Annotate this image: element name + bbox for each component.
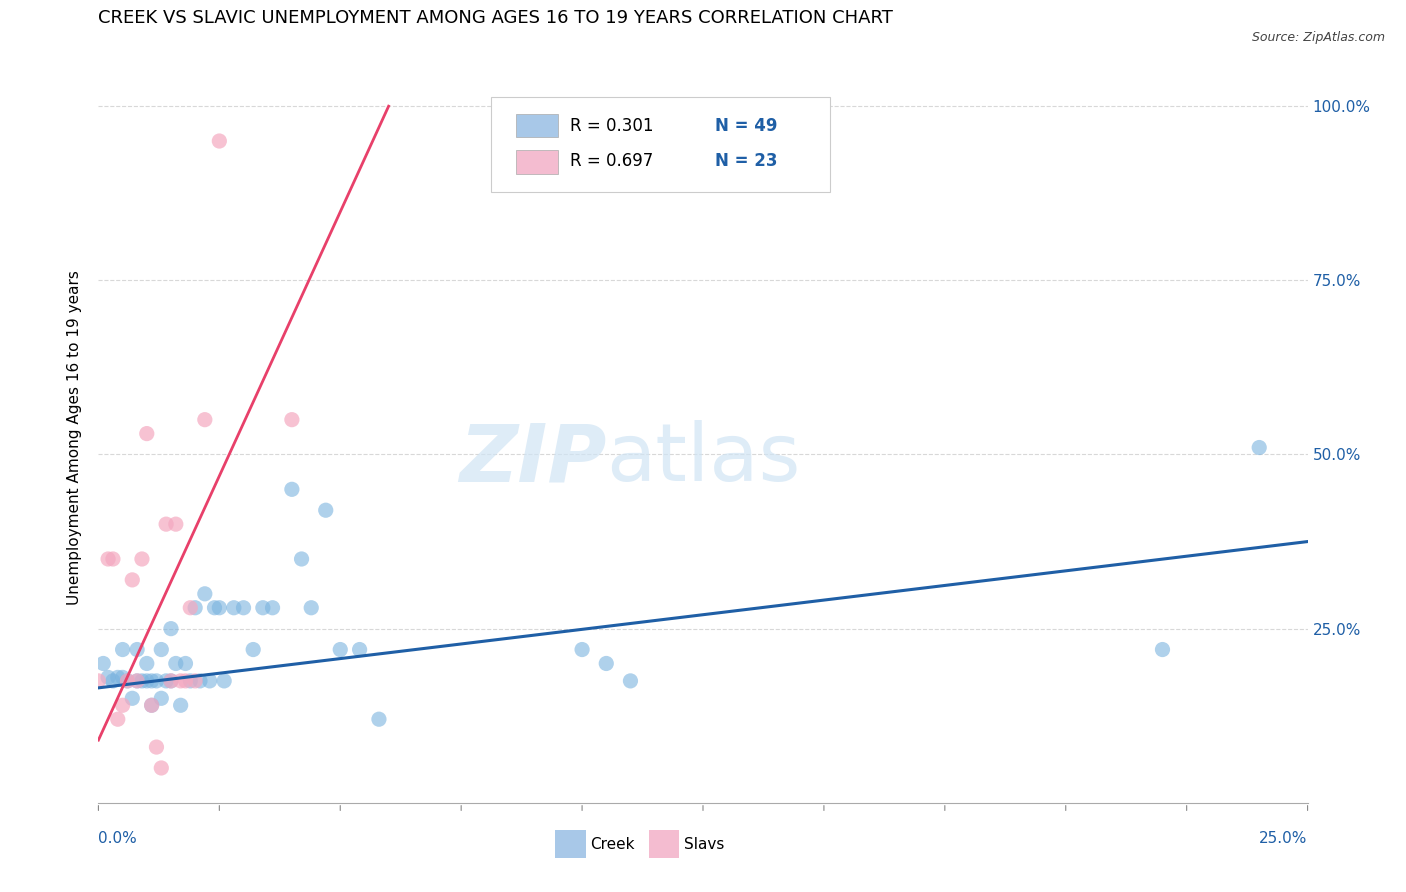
- Point: [329, 642, 352, 657]
- FancyBboxPatch shape: [516, 114, 558, 137]
- Point: [299, 600, 322, 615]
- Point: [135, 657, 157, 671]
- Point: [155, 673, 177, 688]
- Point: [121, 691, 143, 706]
- Text: CREEK VS SLAVIC UNEMPLOYMENT AMONG AGES 16 TO 19 YEARS CORRELATION CHART: CREEK VS SLAVIC UNEMPLOYMENT AMONG AGES …: [98, 10, 893, 28]
- Point: [252, 600, 274, 615]
- Point: [242, 642, 264, 657]
- Point: [145, 673, 167, 688]
- Point: [155, 517, 177, 532]
- Point: [169, 698, 191, 713]
- Point: [174, 673, 197, 688]
- Point: [368, 712, 391, 726]
- Point: [232, 600, 254, 615]
- FancyBboxPatch shape: [648, 830, 679, 858]
- Point: [141, 698, 163, 713]
- Point: [212, 673, 235, 688]
- Point: [101, 673, 124, 688]
- Point: [165, 517, 187, 532]
- Point: [97, 552, 120, 566]
- Point: [179, 673, 201, 688]
- Point: [131, 552, 153, 566]
- Point: [150, 691, 173, 706]
- Point: [184, 600, 207, 615]
- Point: [127, 673, 149, 688]
- Point: [619, 673, 641, 688]
- Point: [194, 412, 217, 426]
- Point: [281, 412, 304, 426]
- Text: 25.0%: 25.0%: [1260, 830, 1308, 846]
- Point: [111, 670, 134, 684]
- Point: [135, 426, 157, 441]
- Point: [595, 657, 617, 671]
- Text: N = 49: N = 49: [716, 117, 778, 136]
- Point: [208, 600, 231, 615]
- FancyBboxPatch shape: [555, 830, 586, 858]
- Point: [184, 673, 207, 688]
- Point: [127, 673, 149, 688]
- Point: [169, 673, 191, 688]
- Point: [131, 673, 153, 688]
- Point: [571, 642, 593, 657]
- Text: Creek: Creek: [591, 837, 636, 852]
- Point: [111, 642, 134, 657]
- Text: R = 0.697: R = 0.697: [569, 153, 654, 170]
- Text: Slavs: Slavs: [683, 837, 724, 852]
- Point: [315, 503, 337, 517]
- FancyBboxPatch shape: [492, 97, 830, 192]
- Point: [349, 642, 371, 657]
- Text: Source: ZipAtlas.com: Source: ZipAtlas.com: [1251, 31, 1385, 45]
- Point: [204, 600, 226, 615]
- Point: [188, 673, 211, 688]
- Point: [150, 761, 173, 775]
- Point: [1152, 642, 1174, 657]
- Point: [117, 673, 139, 688]
- Point: [135, 673, 157, 688]
- Point: [141, 698, 163, 713]
- Point: [208, 134, 231, 148]
- Point: [107, 670, 129, 684]
- Point: [111, 698, 134, 713]
- Point: [150, 642, 173, 657]
- Point: [160, 673, 183, 688]
- Point: [117, 673, 139, 688]
- Point: [165, 657, 187, 671]
- Point: [160, 673, 183, 688]
- Point: [121, 573, 143, 587]
- Text: N = 23: N = 23: [716, 153, 778, 170]
- Point: [290, 552, 312, 566]
- Text: R = 0.301: R = 0.301: [569, 117, 654, 136]
- Text: atlas: atlas: [606, 420, 800, 498]
- Point: [107, 712, 129, 726]
- Point: [198, 673, 221, 688]
- Point: [262, 600, 284, 615]
- Y-axis label: Unemployment Among Ages 16 to 19 years: Unemployment Among Ages 16 to 19 years: [67, 269, 83, 605]
- Text: 0.0%: 0.0%: [98, 830, 138, 846]
- Text: ZIP: ZIP: [458, 420, 606, 498]
- Point: [145, 740, 167, 755]
- Point: [281, 483, 304, 497]
- Point: [160, 622, 183, 636]
- Point: [91, 657, 114, 671]
- Point: [222, 600, 245, 615]
- Point: [101, 552, 124, 566]
- Point: [141, 673, 163, 688]
- Point: [1249, 441, 1271, 455]
- Point: [127, 642, 149, 657]
- Point: [97, 670, 120, 684]
- FancyBboxPatch shape: [516, 151, 558, 174]
- Point: [194, 587, 217, 601]
- Point: [87, 673, 110, 688]
- Point: [174, 657, 197, 671]
- Point: [179, 600, 201, 615]
